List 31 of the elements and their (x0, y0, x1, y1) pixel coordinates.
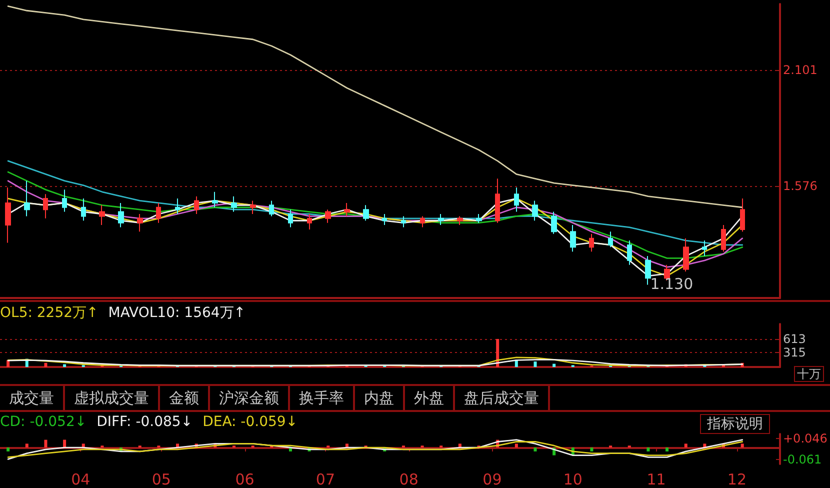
text: MAVOL10: 1564万↑ (108, 304, 246, 322)
text: DIFF: -0.085↓ (96, 414, 193, 432)
x-tick-label: 10 (563, 470, 582, 488)
text: 盘后成交量 (455, 386, 550, 410)
text: 指标说明 (700, 414, 770, 434)
annotation: 1.130 (650, 274, 694, 293)
text: DEA: -0.059↓ (202, 414, 298, 432)
y-tick-label: 315 (783, 346, 806, 360)
x-tick-label: 06 (235, 470, 254, 488)
x-tick-label: 05 (152, 470, 171, 488)
text: OL5: 2252万↑ (0, 304, 98, 322)
text: 外盘 (405, 386, 455, 410)
text: 内盘 (355, 386, 405, 410)
x-tick-label: 08 (399, 470, 418, 488)
text: 虚拟成交量 (65, 386, 160, 410)
x-tick-label: 07 (316, 470, 335, 488)
x-tick-label: 11 (646, 470, 666, 488)
y-tick-label: 613 (783, 332, 806, 346)
text: 成交量 (0, 386, 65, 410)
y-tick-label: 1.576 (783, 179, 818, 194)
text: 金额 (160, 386, 210, 410)
y-tick-label: +0.046 (783, 432, 828, 446)
text: 沪深金额 (210, 386, 290, 410)
y-axis-title: 十万 (794, 366, 824, 382)
x-tick-label: 04 (71, 470, 90, 488)
y-tick-label: -0.061 (783, 452, 822, 466)
text: CD: -0.052↓ (0, 414, 87, 432)
x-tick-label: 09 (482, 470, 502, 488)
y-tick-label: 2.101 (783, 63, 818, 78)
text: 换手率 (290, 386, 355, 410)
x-tick-label: 12 (727, 470, 747, 488)
